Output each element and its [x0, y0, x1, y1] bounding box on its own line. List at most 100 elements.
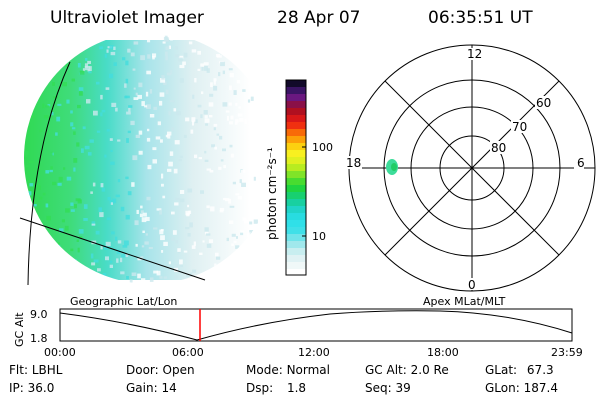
uv-speckle — [93, 110, 98, 116]
uv-speckle — [247, 274, 250, 279]
uv-speckle — [63, 167, 66, 170]
uv-speckle — [91, 223, 96, 226]
uv-speckle — [239, 247, 243, 253]
uv-speckle — [127, 130, 131, 134]
uv-speckle — [58, 176, 63, 182]
uv-speckle — [112, 198, 117, 204]
uv-speckle — [71, 127, 76, 130]
uv-speckle — [230, 153, 235, 158]
uv-speckle — [110, 202, 113, 205]
uv-speckle — [163, 276, 168, 279]
uv-speckle — [195, 119, 198, 124]
uv-speckle — [213, 80, 216, 85]
status-gc-alt: GC Alt: 2.0 Re — [365, 363, 449, 377]
uv-speckle — [124, 83, 127, 88]
uv-speckle — [149, 89, 153, 94]
uv-speckle — [125, 214, 130, 220]
uv-speckle — [183, 250, 188, 253]
colorbar-tick-100: 100 — [312, 141, 333, 154]
uv-speckle — [202, 240, 205, 243]
uv-speckle — [253, 219, 258, 224]
uv-speckle — [75, 198, 81, 202]
uv-speckle — [247, 99, 251, 103]
uv-speckle — [179, 64, 185, 69]
uv-speckle — [235, 119, 239, 123]
uv-speckle — [161, 183, 164, 187]
uv-speckle — [144, 241, 149, 245]
uv-speckle — [160, 139, 163, 143]
uv-speckle — [88, 71, 92, 74]
uv-speckle — [116, 258, 119, 263]
uv-speckle — [100, 94, 103, 100]
uv-speckle — [105, 87, 110, 90]
uv-speckle — [46, 215, 51, 221]
uv-speckle — [198, 157, 202, 160]
uv-speckle — [82, 126, 86, 130]
uv-speckle — [109, 200, 114, 204]
uv-speckle — [103, 273, 107, 277]
uv-speckle — [64, 259, 70, 264]
uv-speckle — [65, 208, 70, 213]
uv-speckle — [140, 205, 143, 209]
uv-speckle — [127, 48, 131, 53]
uv-speckle — [173, 168, 178, 174]
uv-speckle — [90, 253, 94, 259]
timeline-xtick-1200: 12:00 — [298, 346, 330, 359]
uv-speckle — [42, 68, 46, 73]
uv-speckle — [79, 236, 83, 239]
status-mode: Mode: Normal — [246, 363, 330, 377]
uv-speckle — [238, 106, 241, 109]
uv-speckle — [160, 78, 166, 83]
uv-speckle — [175, 264, 179, 269]
uv-speckle — [84, 145, 90, 150]
uv-speckle — [229, 144, 233, 148]
uv-speckle — [242, 53, 245, 57]
uv-speckle — [125, 95, 130, 99]
uv-speckle — [228, 68, 233, 71]
uv-speckle — [73, 167, 76, 172]
uv-speckle — [197, 68, 201, 71]
uv-speckle — [140, 210, 144, 214]
uv-speckle — [231, 233, 236, 237]
uv-speckle — [153, 227, 158, 230]
uv-speckle — [106, 129, 110, 132]
uv-speckle — [246, 70, 249, 75]
uv-speckle — [131, 272, 137, 276]
uv-speckle — [159, 276, 163, 279]
uv-speckle — [135, 134, 141, 138]
uv-speckle — [36, 75, 40, 79]
uv-speckle — [204, 159, 209, 162]
mlt-label-12: 12 — [467, 47, 482, 61]
uv-speckle — [206, 205, 210, 209]
uv-speckle — [159, 100, 163, 106]
uv-speckle — [32, 168, 35, 171]
uv-speckle — [205, 231, 209, 235]
uv-speckle — [31, 115, 36, 118]
uv-speckle — [166, 72, 171, 76]
uv-speckle — [156, 270, 161, 276]
gc-altitude-curve — [59, 310, 573, 341]
uv-speckle — [133, 41, 139, 45]
uv-speckle — [87, 152, 92, 156]
uv-speckle — [182, 61, 186, 66]
uv-speckle — [223, 197, 226, 201]
uv-speckle — [109, 260, 113, 263]
uv-speckle — [210, 82, 213, 88]
uv-speckle — [215, 252, 219, 257]
uv-speckle — [252, 58, 258, 61]
uv-speckle — [83, 218, 88, 221]
uv-speckle — [44, 262, 47, 267]
uv-speckle — [189, 272, 193, 276]
uv-speckle — [230, 56, 236, 62]
uv-speckle — [219, 210, 224, 213]
uv-speckle — [139, 280, 145, 284]
uv-speckle — [45, 170, 50, 174]
timeline-ytick-1-8: 1.8 — [30, 332, 48, 345]
uv-speckle — [185, 281, 190, 284]
status-seq: Seq: 39 — [365, 381, 411, 395]
uv-speckle — [224, 264, 228, 270]
uv-speckle — [80, 148, 84, 153]
uv-speckle — [203, 62, 209, 66]
uv-speckle — [51, 112, 54, 116]
uv-speckle — [147, 128, 150, 132]
